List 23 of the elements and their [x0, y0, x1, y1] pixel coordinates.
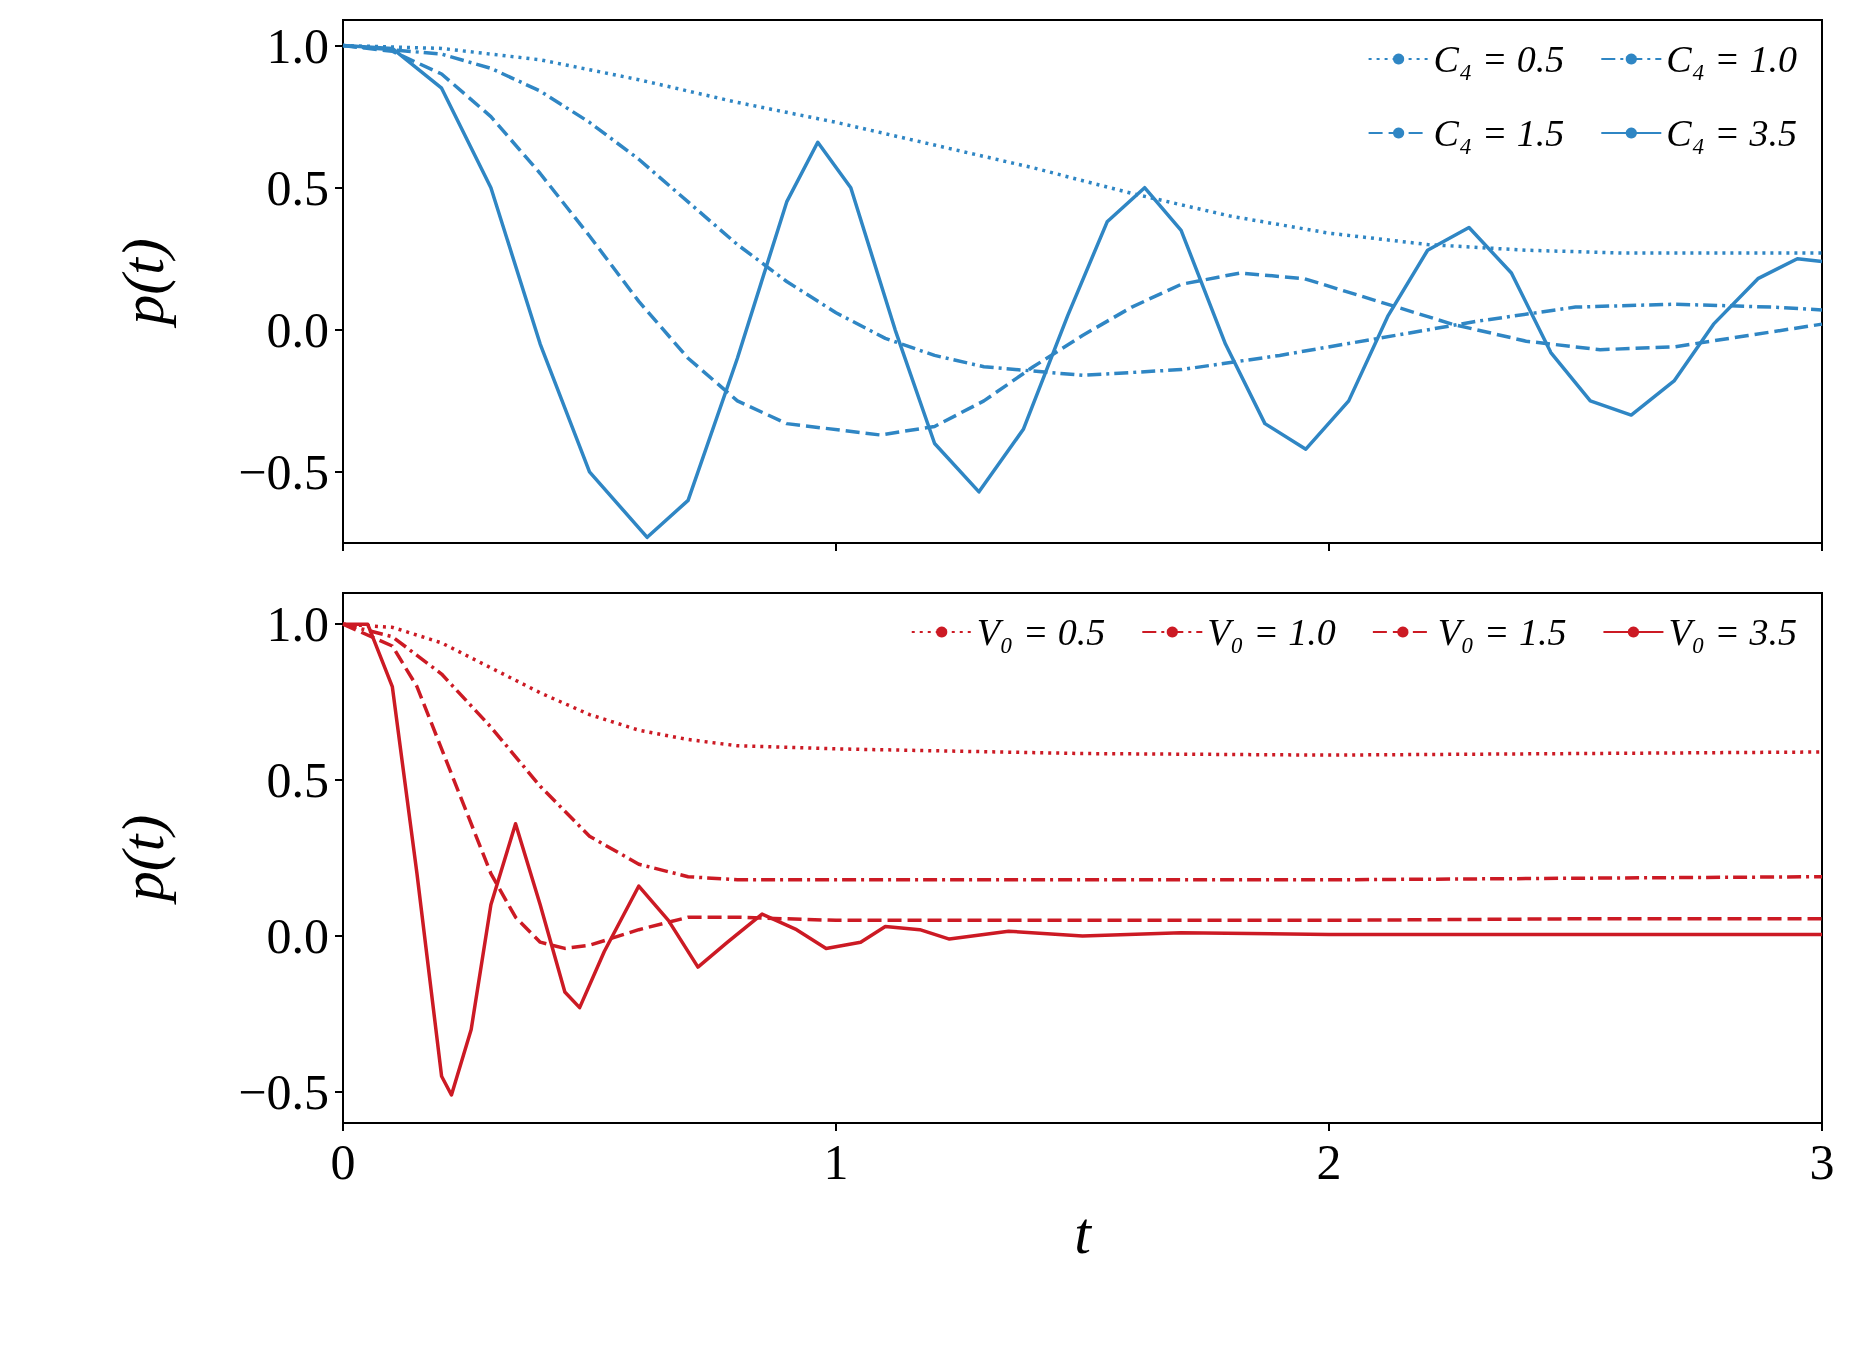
x-axis-title: t [1074, 1200, 1093, 1266]
legend-label: C₄ = 3.5 [1666, 112, 1797, 154]
y-tick-label: 0.0 [266, 301, 329, 358]
x-tick-label: 3 [1809, 1134, 1835, 1190]
y-axis-title: p(t) [110, 238, 176, 329]
x-tick-label: 0 [330, 1134, 356, 1190]
y-tick-label: 0.5 [266, 752, 329, 809]
y-tick-label: 0.5 [266, 159, 329, 216]
x-tick-label: 2 [1316, 1134, 1342, 1190]
y-tick-label: 0.0 [266, 907, 329, 964]
legend-label: V₀ = 3.5 [1668, 611, 1798, 653]
x-tick-label: 1 [823, 1134, 849, 1190]
legend-label: V₀ = 1.0 [1207, 611, 1336, 653]
legend-label: C₄ = 0.5 [1433, 38, 1565, 80]
legend-label: V₀ = 0.5 [976, 611, 1106, 653]
y-tick-label: −0.5 [238, 1063, 329, 1120]
y-tick-label: 1.0 [266, 17, 329, 74]
legend-label: C₄ = 1.0 [1666, 38, 1797, 80]
y-tick-label: −0.5 [238, 443, 329, 500]
legend-label: C₄ = 1.5 [1433, 112, 1565, 154]
y-tick-label: 1.0 [266, 596, 329, 653]
y-axis-title: p(t) [110, 814, 176, 906]
legend-label: V₀ = 1.5 [1437, 611, 1567, 653]
